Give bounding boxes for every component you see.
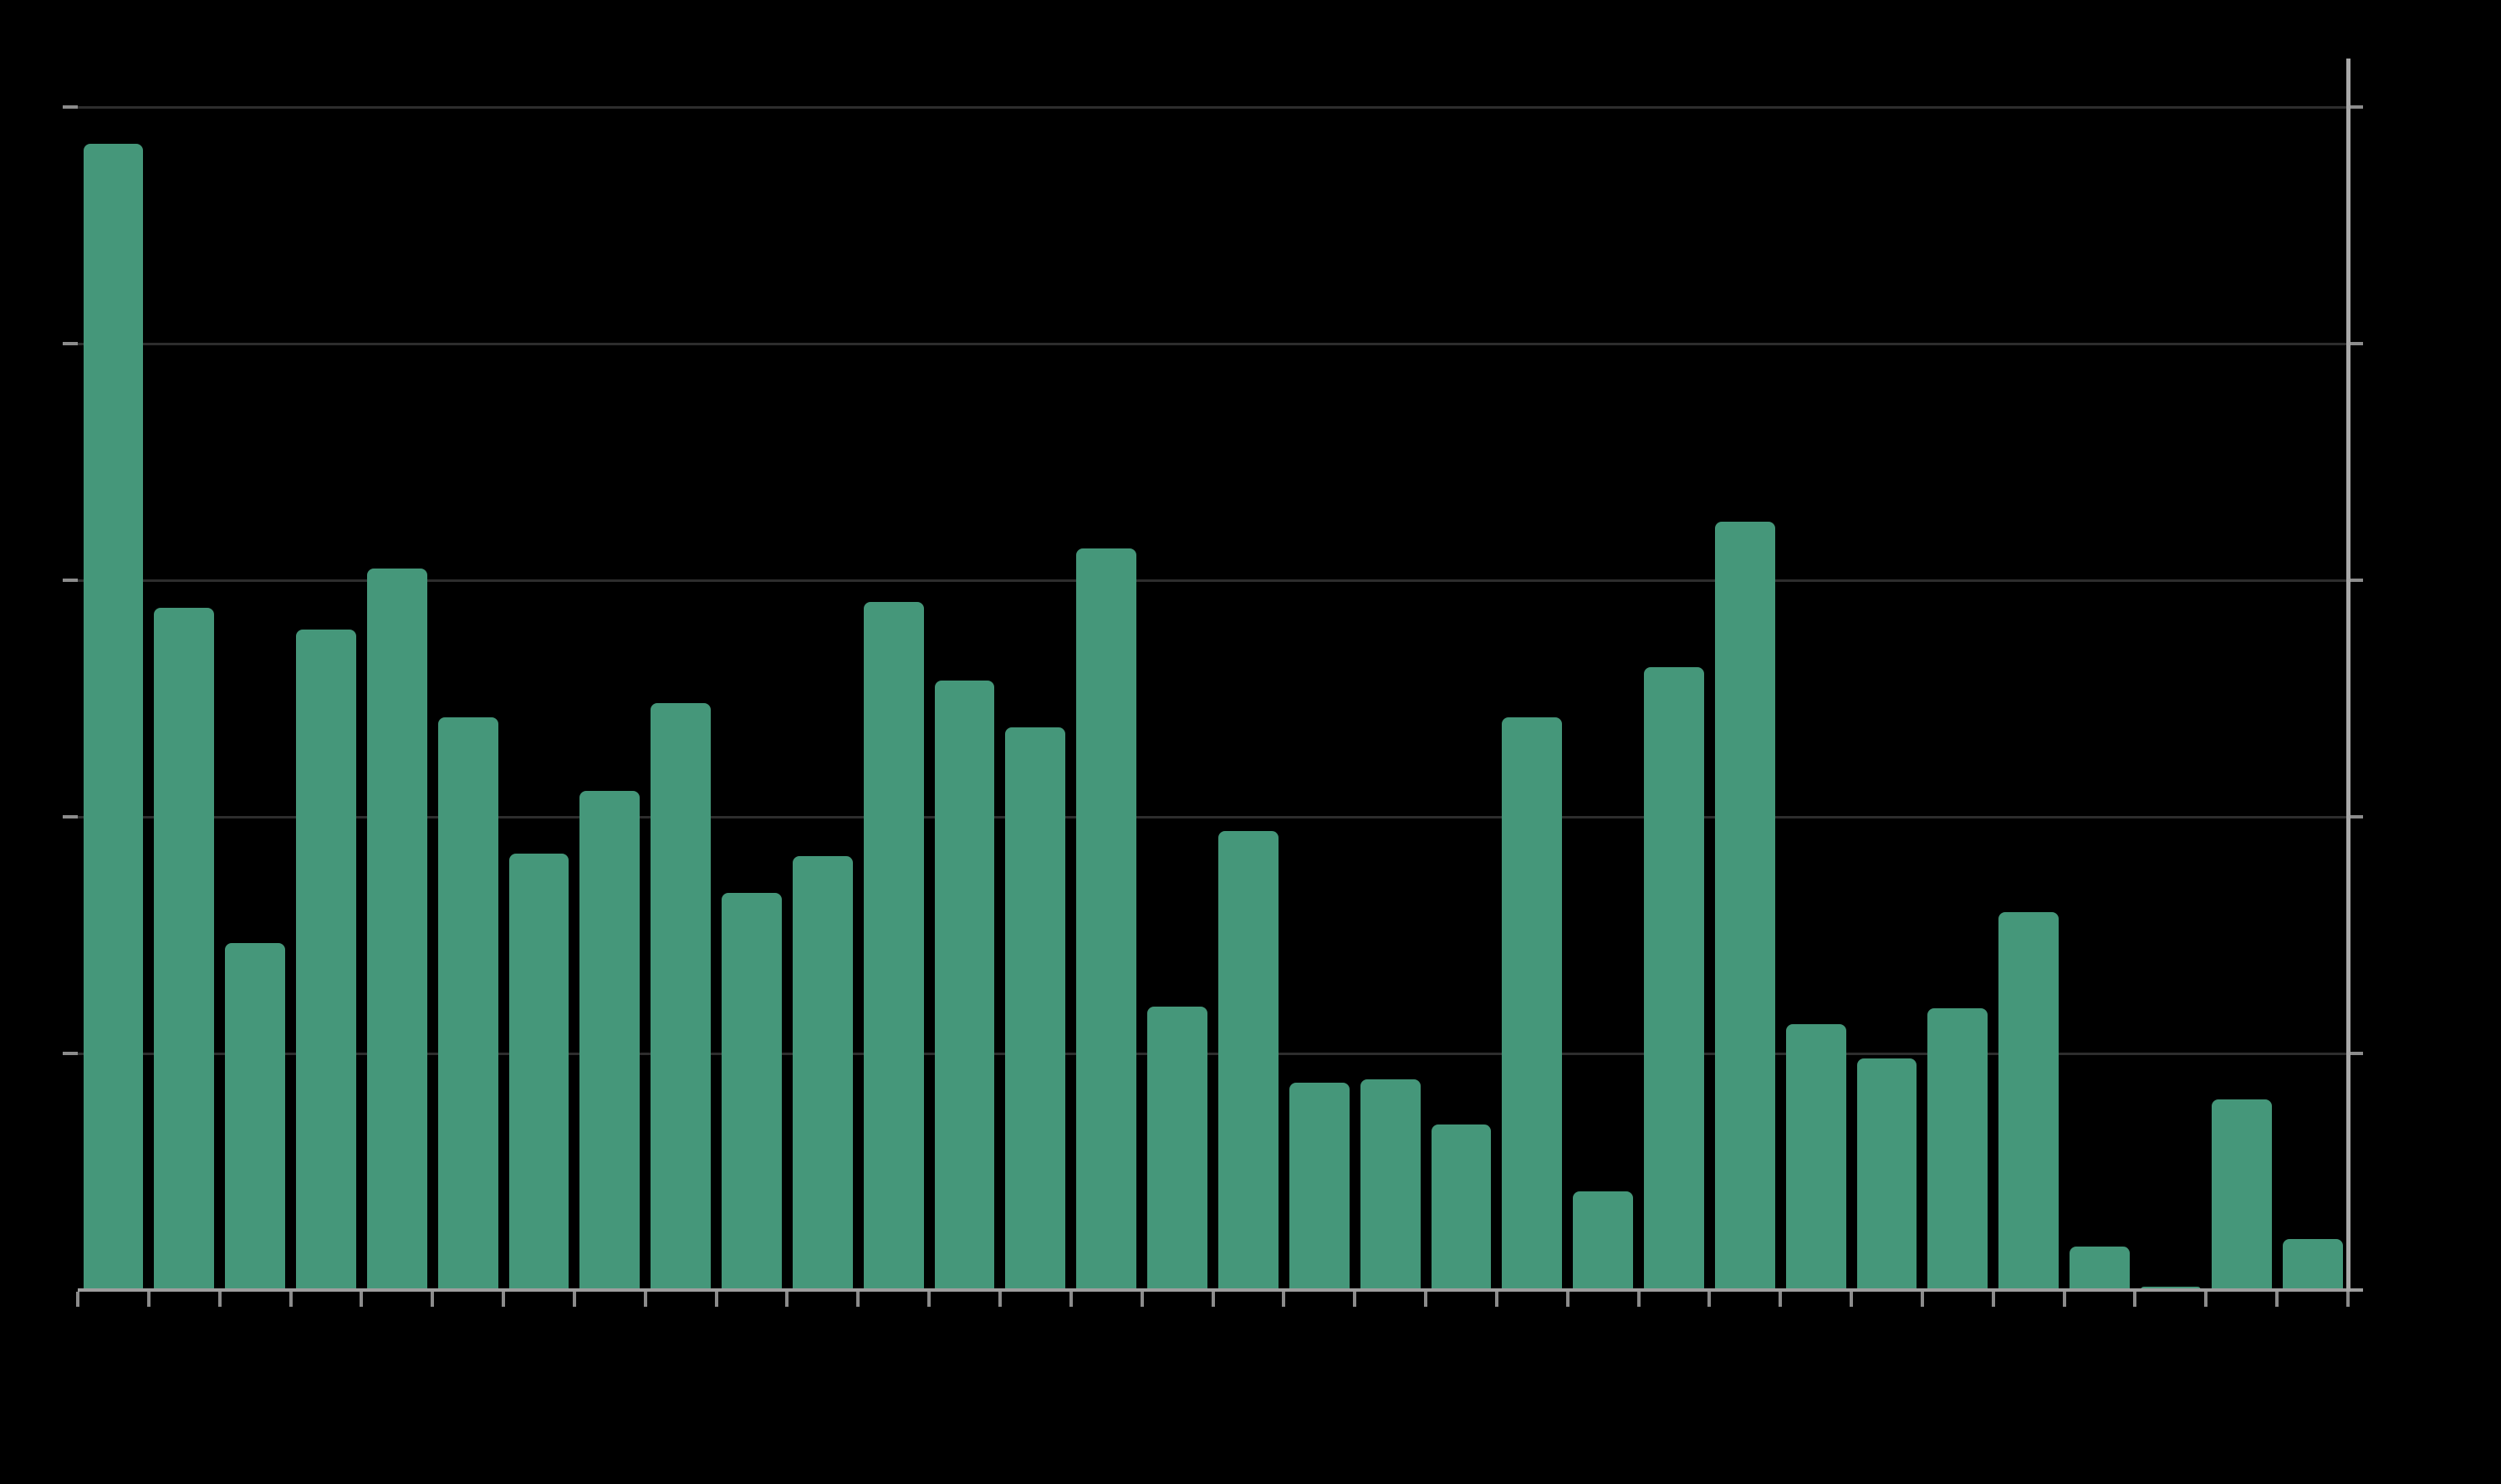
histogram-bar: [1218, 830, 1279, 1290]
histogram-bar: [1785, 1023, 1846, 1290]
x-tick: [2062, 1292, 2066, 1307]
x-tick: [76, 1292, 79, 1307]
x-tick: [1850, 1292, 1854, 1307]
x-tick: [1636, 1292, 1641, 1307]
histogram-bar: [1856, 1058, 1917, 1290]
x-tick: [1424, 1292, 1428, 1307]
histogram-bar: [296, 629, 356, 1290]
x-tick: [2346, 1292, 2350, 1307]
x-tick: [1353, 1292, 1357, 1307]
gridline: [78, 105, 2348, 109]
y-tick-right: [2348, 1052, 2363, 1055]
histogram-bar: [1431, 1124, 1492, 1290]
histogram-bar: [722, 893, 782, 1290]
histogram-bar: [2282, 1238, 2343, 1290]
histogram-bar: [651, 702, 712, 1290]
y-tick-left: [63, 815, 78, 818]
histogram-bar: [934, 680, 995, 1290]
x-tick: [288, 1292, 293, 1307]
x-tick: [2275, 1292, 2279, 1307]
x-tick: [856, 1292, 860, 1307]
right-spine: [2345, 59, 2350, 1292]
histogram-bar: [1147, 1006, 1207, 1290]
x-tick: [1494, 1292, 1498, 1307]
histogram-bar: [2070, 1246, 2130, 1290]
y-tick-right: [2348, 579, 2363, 582]
histogram-bar: [437, 717, 498, 1290]
x-tick: [1140, 1292, 1144, 1307]
histogram-bar: [366, 569, 427, 1290]
histogram-bar: [579, 790, 641, 1290]
gridline: [78, 579, 2348, 582]
y-tick-right: [2348, 342, 2363, 345]
gridline: [78, 1052, 2348, 1055]
x-tick: [1920, 1292, 1924, 1307]
histogram-bar: [83, 143, 144, 1290]
histogram-bar: [792, 855, 853, 1290]
x-tick: [1211, 1292, 1215, 1307]
y-tick-right: [2348, 105, 2363, 109]
histogram-bar: [1005, 727, 1066, 1290]
x-axis-line: [78, 1288, 2363, 1292]
histogram-bar: [1714, 522, 1775, 1290]
x-tick: [2204, 1292, 2208, 1307]
x-tick: [360, 1292, 364, 1307]
x-tick: [1565, 1292, 1570, 1307]
x-tick: [1779, 1292, 1783, 1307]
histogram-bar: [1076, 548, 1137, 1290]
histogram-bar: [1998, 912, 2059, 1290]
x-tick: [146, 1292, 151, 1307]
x-tick: [714, 1292, 718, 1307]
histogram-bar: [1644, 666, 1704, 1290]
x-tick: [572, 1292, 576, 1307]
y-tick-left: [63, 579, 78, 582]
x-tick: [643, 1292, 647, 1307]
x-tick: [1707, 1292, 1712, 1307]
x-tick: [1991, 1292, 1995, 1307]
histogram-bar: [2211, 1099, 2272, 1290]
x-tick: [1282, 1292, 1286, 1307]
gridline: [78, 342, 2348, 345]
y-tick-left: [63, 342, 78, 345]
histogram-bar: [154, 608, 215, 1290]
x-tick: [927, 1292, 931, 1307]
x-tick: [502, 1292, 506, 1307]
x-tick: [2133, 1292, 2137, 1307]
x-tick: [785, 1292, 789, 1307]
histogram-bar: [1502, 717, 1563, 1290]
histogram-bar: [1289, 1083, 1350, 1290]
y-tick-right: [2348, 815, 2363, 818]
x-tick: [217, 1292, 222, 1307]
y-tick-left: [63, 105, 78, 109]
x-tick: [1069, 1292, 1073, 1307]
histogram-bar: [1360, 1079, 1421, 1290]
y-tick-left: [63, 1052, 78, 1055]
gridline: [78, 815, 2348, 818]
histogram-bar: [225, 943, 286, 1290]
histogram-bar: [863, 602, 924, 1290]
histogram-bar: [1573, 1191, 1634, 1290]
x-tick: [431, 1292, 435, 1307]
histogram-bar: [508, 853, 569, 1290]
x-tick: [998, 1292, 1002, 1307]
histogram-bar: [1927, 1007, 1988, 1290]
